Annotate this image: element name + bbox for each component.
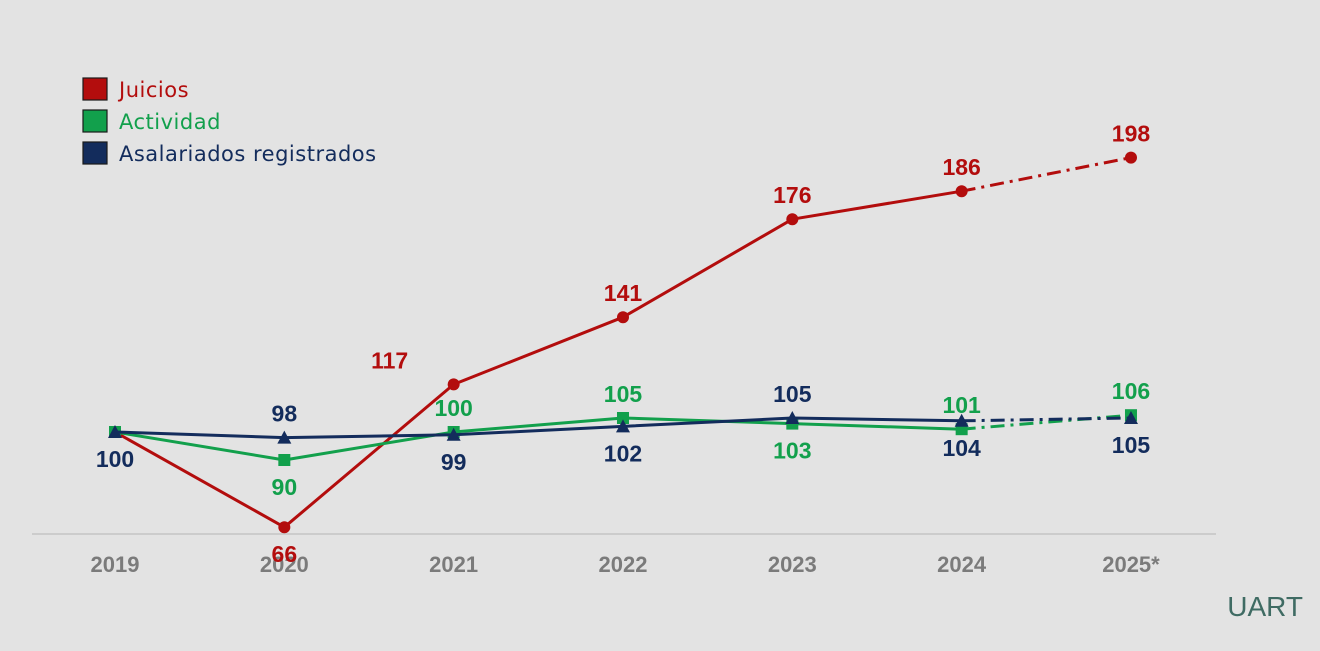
asalariados-registrados-point-2025 [1123, 411, 1138, 424]
juicios-data-label-2021: 117 [371, 347, 408, 373]
actividad-point-2020 [278, 454, 291, 466]
x-tick-label-2025: 2025* [1102, 552, 1160, 577]
juicios-data-label-2022: 141 [604, 280, 643, 306]
actividad-data-label-2020: 90 [272, 474, 298, 500]
legend-label-asalariados-registrados: Asalariados registrados [119, 142, 377, 166]
juicios-projection-line [961, 156, 1132, 193]
x-tick-label-2022: 2022 [599, 552, 648, 577]
asalariados-registrados-point-2019 [108, 425, 122, 438]
x-tick-label-2024: 2024 [937, 552, 987, 577]
legend-label-juicios: Juicios [117, 78, 189, 102]
series-layer [108, 151, 1138, 534]
asalariados-registrados-point-2024 [954, 413, 969, 427]
juicios-point-2020 [278, 521, 291, 534]
asalariados-registrados-data-label-2019: 100 [96, 446, 134, 472]
actividad-data-label-2025: 106 [1112, 378, 1150, 404]
asalariados-registrados-line [114, 416, 962, 440]
legend-swatch-asalariados-registrados [82, 141, 108, 165]
asalariados-registrados-point-2020 [277, 430, 292, 444]
juicios-data-label-2023: 176 [773, 182, 811, 208]
asalariados-registrados-data-label-2023: 105 [773, 381, 812, 407]
legend: Juicios Actividad Asalariados registrados [82, 77, 377, 166]
asalariados-registrados-point-2021 [446, 427, 461, 441]
asalariados-registrados-data-label-2025: 105 [1112, 432, 1151, 458]
asalariados-registrados-projection-line [961, 416, 1132, 423]
juicios-data-label-2020: 66 [272, 541, 298, 567]
uart-logo: UART [1227, 591, 1303, 622]
actividad-data-label-2023: 103 [773, 438, 811, 464]
juicios-line [114, 189, 962, 529]
asalariados-registrados-data-label-2020: 98 [272, 401, 298, 427]
actividad-point-2022 [616, 412, 629, 424]
asalariados-registrados-point-2023 [785, 411, 800, 424]
actividad-data-label-2024: 101 [942, 392, 981, 418]
data-label-layer: 66 117 141 176 186 198 90 100 105 103 101 106 100 98 9… [96, 121, 1151, 568]
juicios-point-2023 [786, 213, 799, 226]
legend-swatch-juicios [82, 77, 108, 101]
x-tick-label-2020: 2020 [260, 552, 309, 577]
juicios-point-2025 [1124, 151, 1137, 164]
actividad-projection-line [961, 413, 1132, 431]
actividad-data-label-2022: 105 [604, 381, 643, 407]
juicios-data-label-2024: 186 [942, 154, 980, 180]
legend-label-actividad: Actividad [119, 110, 221, 134]
asalariados-registrados-data-label-2022: 102 [604, 440, 642, 466]
actividad-data-label-2021: 100 [434, 395, 472, 421]
x-tick-label-2019: 2019 [91, 552, 140, 577]
juicios-point-2022 [616, 311, 629, 324]
juicios-point-2021 [447, 378, 460, 391]
juicios-point-2024 [955, 185, 968, 198]
x-tick-label-2023: 2023 [768, 552, 817, 577]
asalariados-registrados-point-2022 [615, 419, 630, 433]
juicios-data-label-2025: 198 [1112, 121, 1151, 147]
legend-swatch-actividad [82, 109, 108, 133]
asalariados-registrados-data-label-2024: 104 [942, 435, 981, 461]
actividad-line [114, 416, 962, 462]
asalariados-registrados-data-label-2021: 99 [441, 449, 467, 475]
x-tick-label-2021: 2021 [429, 552, 478, 577]
axis-layer: 2019 2020 2021 2022 2023 2024 2025* [32, 533, 1216, 577]
